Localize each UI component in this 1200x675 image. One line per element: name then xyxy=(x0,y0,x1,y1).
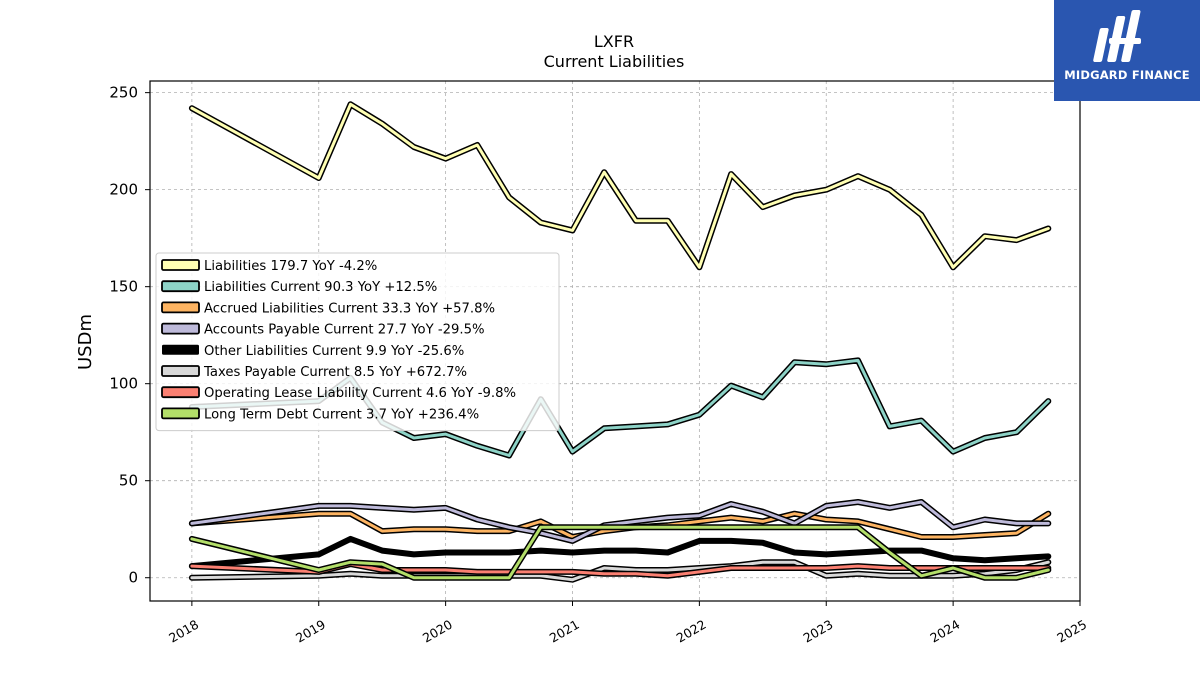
x-tick-label: 2019 xyxy=(293,617,328,646)
y-tick-label: 200 xyxy=(109,181,138,199)
series-line-operating-lease-liability-current xyxy=(190,562,1050,578)
legend-label-operating-lease-liability-current: Operating Lease Liability Current 4.6 Yo… xyxy=(204,386,516,401)
brand-logo: MIDGARD FINANCE xyxy=(1054,0,1200,101)
legend-swatch-liabilities-current xyxy=(161,280,200,293)
series-line-liabilities-current xyxy=(190,358,1050,457)
chart-title: LXFR xyxy=(594,32,634,51)
series-line-long-term-debt-current xyxy=(190,525,1050,580)
legend-label-liabilities: Liabilities 179.7 YoY -4.2% xyxy=(204,259,377,274)
x-tick-label: 2018 xyxy=(166,617,201,646)
series-line-other-liabilities-current xyxy=(188,535,1052,570)
legend-label-long-term-debt-current: Long Term Debt Current 3.7 YoY +236.4% xyxy=(204,407,479,422)
legend-label-accrued-liabilities-current: Accrued Liabilities Current 33.3 YoY +57… xyxy=(204,301,495,316)
brand-name: MIDGARD FINANCE xyxy=(1064,68,1190,82)
x-tick-label: 2021 xyxy=(547,617,582,646)
legend-swatch-liabilities xyxy=(161,259,200,271)
legend-swatch-taxes-payable-current xyxy=(161,365,200,377)
legend-label-liabilities-current: Liabilities Current 90.3 YoY +12.5% xyxy=(204,280,437,295)
chart-subtitle: Current Liabilities xyxy=(544,52,685,71)
legend-swatch-operating-lease-liability-current xyxy=(161,386,200,399)
x-tick-label: 2025 xyxy=(1054,617,1089,646)
legend-label-other-liabilities-current: Other Liabilities Current 9.9 YoY -25.6% xyxy=(204,344,464,359)
x-tick-label: 2023 xyxy=(800,617,835,646)
series-outline-liabilities xyxy=(188,101,1052,271)
y-tick-label: 50 xyxy=(119,472,138,490)
series-line-accounts-payable-current xyxy=(190,500,1050,543)
y-tick-label: 0 xyxy=(128,569,138,587)
legend-swatch-accounts-payable-current xyxy=(161,322,200,335)
legend-label-taxes-payable-current: Taxes Payable Current 8.5 YoY +672.7% xyxy=(203,365,467,380)
x-tick-label: 2022 xyxy=(674,617,709,646)
legend-box xyxy=(155,252,560,432)
plot-frame xyxy=(149,80,1081,602)
y-tick-label: 250 xyxy=(109,84,138,102)
legend: Liabilities 179.7 YoY -4.2% Liabilities C… xyxy=(155,252,560,432)
x-tick-label: 2020 xyxy=(420,617,455,646)
legend-swatch-accrued-liabilities-current xyxy=(161,301,200,314)
y-tick-label: 100 xyxy=(109,375,138,393)
x-tick-label: 2024 xyxy=(927,617,962,646)
legend-swatch-long-term-debt-current xyxy=(161,407,200,420)
legend-swatch-other-liabilities-current xyxy=(162,344,199,355)
series-lines xyxy=(188,101,1052,583)
series-line-liabilities xyxy=(190,102,1050,269)
y-tick-label: 150 xyxy=(109,278,138,296)
legend-label-accounts-payable-current: Accounts Payable Current 27.7 YoY -29.5% xyxy=(204,323,485,338)
logo-mark-icon xyxy=(1093,10,1141,62)
y-axis-label: USDm xyxy=(75,314,96,370)
